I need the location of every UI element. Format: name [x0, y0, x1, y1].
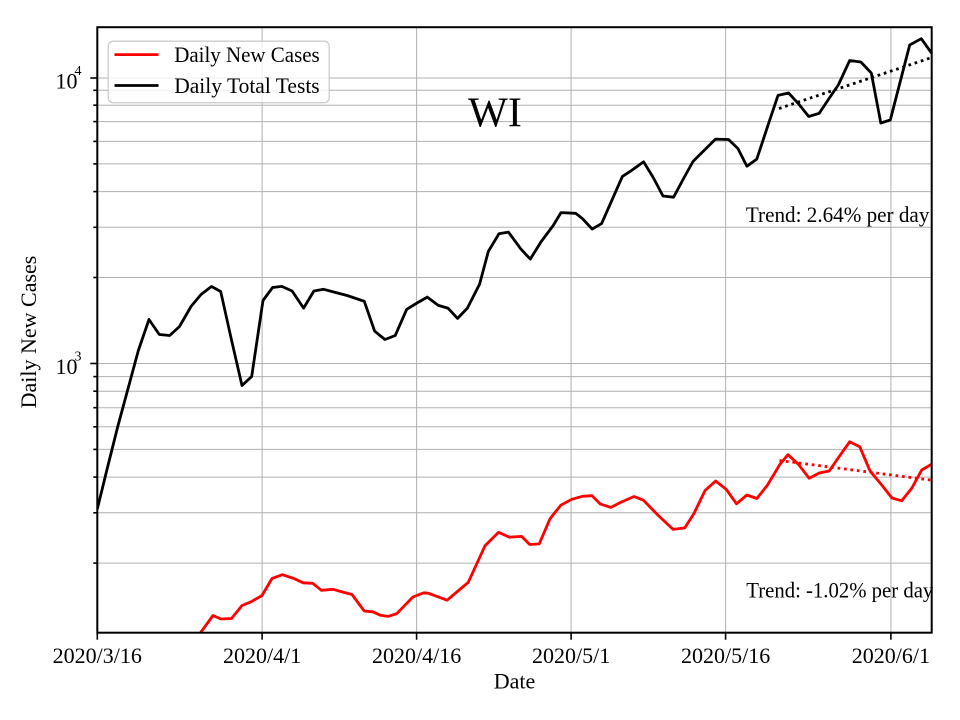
svg-text:2020/5/16: 2020/5/16 [681, 643, 770, 668]
svg-text:Date: Date [494, 669, 536, 694]
svg-text:WI: WI [468, 91, 522, 137]
svg-text:2020/5/1: 2020/5/1 [532, 643, 610, 668]
svg-text:4: 4 [75, 64, 82, 79]
svg-text:3: 3 [75, 349, 82, 364]
svg-text:10: 10 [56, 69, 78, 94]
svg-text:Trend: -1.02% per day: Trend: -1.02% per day [746, 578, 933, 603]
svg-text:Trend: 2.64% per day: Trend: 2.64% per day [746, 202, 930, 227]
svg-text:2020/6/1: 2020/6/1 [852, 643, 930, 668]
svg-text:Daily New Cases: Daily New Cases [174, 42, 320, 67]
svg-text:2020/4/1: 2020/4/1 [223, 643, 301, 668]
svg-text:2020/3/16: 2020/3/16 [53, 643, 142, 668]
svg-text:10: 10 [56, 354, 78, 379]
svg-text:Daily New Cases: Daily New Cases [16, 256, 41, 409]
svg-text:Daily Total Tests: Daily Total Tests [174, 73, 320, 98]
svg-text:2020/4/16: 2020/4/16 [372, 643, 461, 668]
